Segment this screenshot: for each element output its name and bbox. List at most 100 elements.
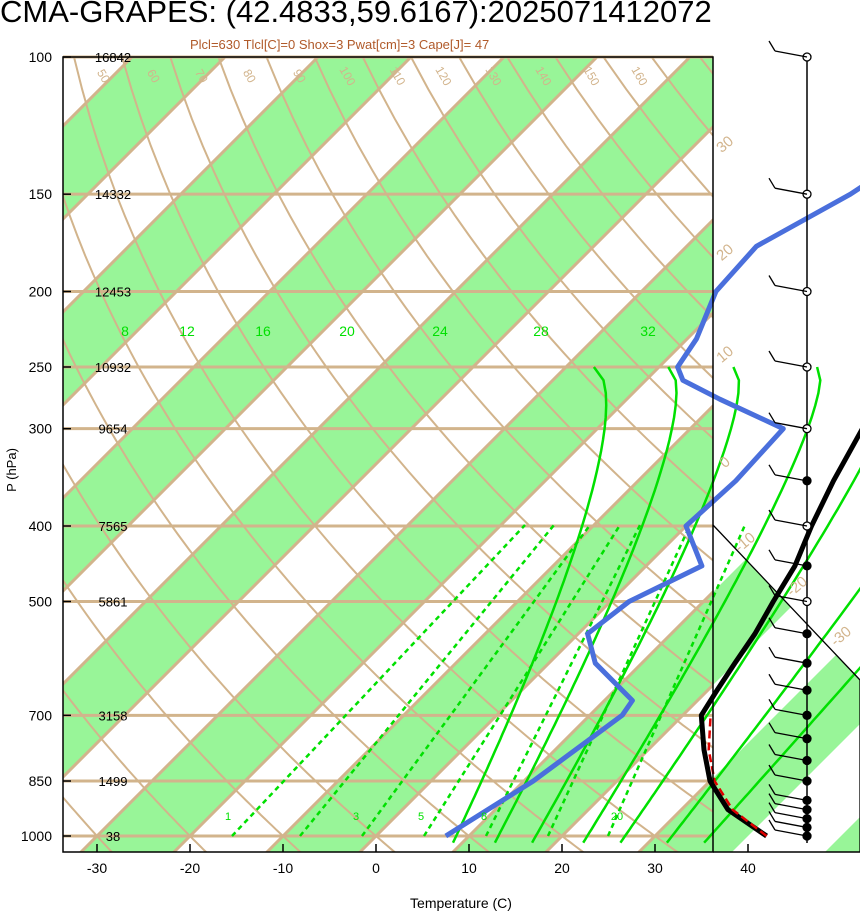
dry-adiabat-label: 160 — [628, 64, 650, 89]
y-tick-label: 700 — [29, 707, 53, 723]
height-label: 14332 — [95, 187, 131, 202]
wind-barb — [774, 656, 808, 664]
mixing-ratio-lines — [231, 524, 747, 837]
dry-adiabat — [63, 688, 208, 852]
moist-adiabat-label: 20 — [339, 323, 355, 339]
wind-barb-flag — [768, 744, 776, 755]
wind-profile — [712, 40, 860, 852]
isotherm-label: 30 — [713, 133, 737, 157]
wind-barb — [774, 627, 808, 635]
isotherm-line — [172, 310, 713, 852]
dewpoint-line — [444, 184, 860, 839]
isotherm-line — [79, 217, 713, 852]
dry-adiabat-label: 120 — [432, 64, 454, 89]
dry-adiabat-label: 50 — [94, 67, 113, 86]
wind-barb-flag — [768, 40, 776, 52]
dry-adiabat — [73, 57, 679, 852]
y-tick-label: 1000 — [21, 828, 52, 844]
dry-adiabat — [63, 462, 396, 852]
height-label: 9654 — [99, 422, 128, 437]
wind-barb — [774, 519, 808, 527]
mixing-ratio-line — [484, 524, 642, 837]
wind-barb-flag — [768, 412, 776, 424]
height-label: 16842 — [95, 50, 131, 65]
y-tick-label: 200 — [29, 284, 53, 300]
x-tick-label: 0 — [372, 860, 380, 876]
wind-barb-flag — [768, 819, 776, 831]
dry-adiabat — [63, 193, 585, 852]
y-tick-label: 500 — [29, 593, 53, 609]
dry-adiabat — [361, 57, 713, 501]
isotherm-line — [63, 57, 506, 501]
axes — [62, 56, 860, 853]
isotherm-line — [63, 57, 599, 594]
wind-barb — [774, 50, 808, 58]
wind-barb-flag — [768, 802, 776, 813]
dry-adiabat-label: 90 — [290, 67, 309, 86]
x-tick-label: 40 — [740, 860, 756, 876]
moist-adiabat — [493, 366, 678, 844]
height-label: 5861 — [99, 594, 128, 609]
wind-panel-border — [712, 524, 860, 852]
moist-adiabat — [451, 366, 608, 844]
wind-barb-flag — [768, 673, 776, 685]
wind-barb-flag — [768, 549, 776, 561]
wind-barb — [774, 360, 808, 368]
wind-barb — [774, 820, 808, 829]
mixing-ratio-label: 3 — [353, 811, 359, 823]
wind-barb-flag — [768, 177, 776, 189]
wind-barb — [774, 708, 808, 716]
isotherm-line — [451, 589, 713, 852]
mixing-ratio-line — [546, 524, 692, 837]
dry-adiabat-label: 70 — [192, 67, 211, 86]
moist-adiabats — [451, 366, 860, 844]
wind-barb — [774, 829, 808, 837]
isotherm-line — [63, 57, 227, 222]
wind-barb-flag — [768, 585, 776, 596]
dry-adiabat — [63, 578, 302, 852]
moist-adiabat-label: 8 — [121, 323, 129, 339]
y-tick-label: 150 — [29, 186, 53, 202]
x-axis-title: Temperature (C) — [410, 895, 512, 911]
wind-barb-flag — [768, 350, 776, 362]
height-label: 38 — [106, 829, 120, 844]
dry-adiabat — [121, 57, 713, 813]
mixing-ratio-label: 8 — [481, 811, 487, 823]
mixing-ratio-line — [606, 524, 747, 837]
wind-barb — [774, 594, 808, 603]
moist-adiabat — [582, 366, 822, 844]
mixing-ratio-line — [360, 524, 592, 837]
isotherm-label: 20 — [713, 241, 737, 265]
wind-barb-flag — [768, 617, 776, 629]
moist-adiabat — [619, 466, 860, 844]
height-label: 7565 — [99, 519, 128, 534]
height-label: 10932 — [95, 360, 131, 375]
isotherm-label: 10 — [713, 343, 737, 367]
moist-adiabat — [665, 586, 860, 844]
isotherm-line — [358, 496, 713, 852]
wind-barb — [774, 753, 808, 762]
dry-adiabat-label: 60 — [144, 67, 163, 86]
wind-barb — [774, 422, 808, 430]
chart-indices: Plcl=630 Tlcl[C]=0 Shox=3 Pwat[cm]=3 Cap… — [190, 37, 490, 52]
wind-barb — [774, 187, 808, 195]
wind-barb-flag — [768, 764, 776, 776]
wind-barb-flag — [768, 784, 776, 795]
moist-adiabat — [531, 366, 741, 844]
isotherm-lines — [63, 57, 713, 852]
dry-adiabat — [313, 57, 713, 562]
dry-adiabat — [265, 57, 713, 624]
wind-barb — [774, 812, 808, 820]
wind-barb — [774, 683, 808, 691]
isotherm-line — [63, 124, 713, 780]
isotherm-label: -10 — [731, 529, 759, 556]
dry-adiabat — [169, 57, 713, 749]
wind-barb — [774, 774, 808, 782]
dry-adiabat — [410, 57, 713, 440]
wind-barb — [774, 793, 808, 801]
y-tick-label: 100 — [29, 49, 53, 65]
parcel-line — [707, 715, 768, 837]
y-axis-title: P (hPa) — [4, 448, 19, 492]
mixing-ratio-label: 5 — [418, 811, 424, 823]
